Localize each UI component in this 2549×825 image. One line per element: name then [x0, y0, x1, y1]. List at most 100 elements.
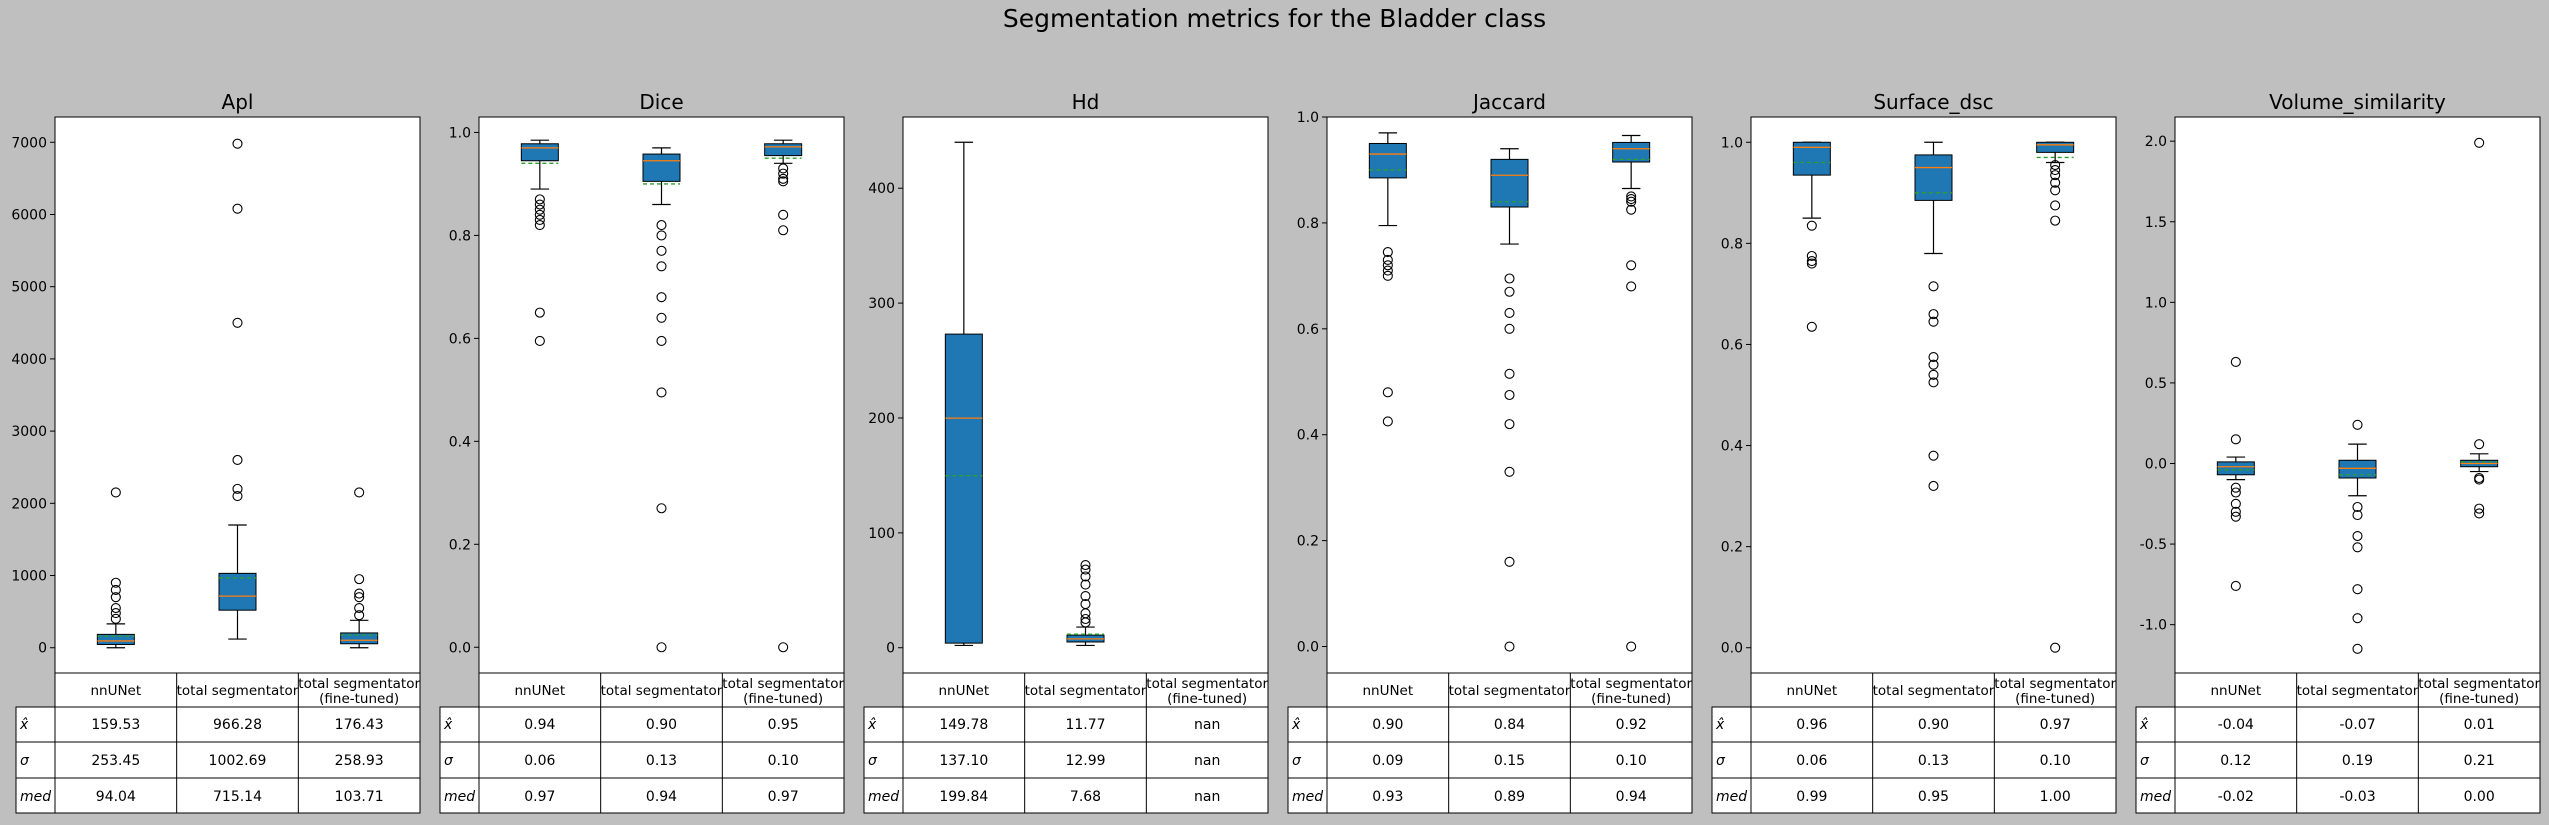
outlier-point: [110, 613, 121, 624]
outlier-point: [1382, 246, 1393, 258]
outlier-point: [1928, 281, 1939, 292]
y-tick-label: 0.2: [449, 537, 471, 553]
box: [1612, 141, 1651, 163]
outlier-point: [534, 194, 545, 205]
outlier-point: [1504, 389, 1515, 401]
outlier-point: [232, 138, 243, 149]
table-body: [1750, 672, 2117, 814]
table-cell: 0.97: [768, 789, 799, 805]
outlier-point: [2474, 503, 2485, 514]
table-cell: 149.78: [939, 717, 988, 733]
outlier-point: [1806, 258, 1817, 269]
table-cell: 12.99: [1065, 753, 1105, 769]
table-cell: 0.00: [2464, 789, 2495, 805]
outlier-point: [1504, 641, 1515, 652]
y-tick-label: 0.0: [1721, 641, 1743, 657]
box-plot-0: [96, 487, 135, 649]
column-header: total segmentator: [177, 683, 299, 699]
outlier-point: [778, 209, 789, 220]
table-cell: 0.90: [1918, 717, 1949, 733]
outlier-point: [2352, 530, 2363, 542]
outlier-point: [1928, 369, 1939, 380]
outlier-point: [656, 220, 667, 231]
outlier-point: [1928, 377, 1939, 388]
outlier-point: [1504, 286, 1515, 297]
outlier-point: [2352, 613, 2363, 624]
column-header-line2: (fine-tuned): [1591, 691, 1671, 707]
y-tick-label: 300: [868, 296, 895, 312]
box-plot-1: [2338, 419, 2377, 654]
y-tick-label: 5000: [11, 280, 47, 296]
panel-title: Surface_dsc: [1873, 90, 1993, 114]
chart-panel-hd: Hd 0 100 200 300 400 nnUNet total segmentator to…: [863, 90, 1269, 814]
outlier-point: [656, 503, 667, 514]
y-tick-label: 0.2: [1297, 534, 1319, 550]
y-tick-label: 6000: [11, 207, 47, 223]
y-tick-label: 2000: [11, 496, 47, 512]
outlier-point: [232, 203, 243, 214]
outlier-point: [110, 608, 121, 619]
y-tick-label: 100: [868, 526, 895, 542]
table-cell: -0.07: [2339, 717, 2375, 733]
outlier-point: [2474, 439, 2485, 450]
y-tick-label: 0: [886, 641, 895, 657]
outlier-point: [2352, 643, 2363, 654]
box: [96, 633, 135, 645]
row-label: x̂: [19, 717, 29, 733]
outlier-point: [2050, 159, 2061, 171]
table-cell: 253.45: [91, 753, 140, 769]
outlier-point: [2474, 474, 2485, 485]
box: [2036, 141, 2075, 153]
outlier-point: [354, 602, 365, 614]
y-tick-label: 0.6: [1297, 322, 1319, 338]
y-tick-label: 0.6: [1721, 337, 1743, 353]
panel-title: Apl: [222, 90, 254, 114]
outlier-point: [2352, 501, 2363, 513]
row-label: σ: [2140, 753, 2150, 769]
outlier-point: [778, 168, 789, 179]
outlier-point: [232, 483, 243, 494]
outlier-point: [2050, 185, 2061, 196]
y-tick-label: 1.0: [1297, 110, 1319, 126]
figure-title: Segmentation metrics for the Bladder cla…: [1002, 4, 1547, 33]
outlier-point: [1382, 260, 1393, 271]
column-header: nnUNet: [1362, 683, 1413, 699]
row-label: x̂: [443, 717, 453, 733]
table-cell: 0.13: [1918, 753, 1949, 769]
outlier-point: [534, 307, 545, 318]
table-cell: 0.84: [1494, 717, 1525, 733]
outlier-point: [2050, 215, 2061, 226]
row-label: x̂: [2139, 717, 2149, 733]
row-label: x̂: [867, 717, 877, 733]
outlier-point: [110, 487, 121, 498]
outlier-point: [2230, 506, 2241, 517]
table-cell: 0.96: [1796, 717, 1827, 733]
box: [1490, 158, 1529, 208]
column-header-line2: (fine-tuned): [743, 691, 823, 707]
y-tick-label: 0.0: [2145, 456, 2167, 472]
y-tick-label: 0.0: [449, 640, 471, 656]
outlier-point: [1504, 556, 1515, 567]
y-tick-label: 1.0: [1721, 135, 1743, 151]
outlier-point: [2230, 580, 2241, 592]
table-cell: 0.21: [2464, 753, 2495, 769]
outlier-point: [354, 588, 365, 599]
box: [340, 632, 379, 645]
table-cell: 0.97: [2040, 717, 2071, 733]
outlier-point: [2050, 165, 2061, 176]
outlier-point: [1626, 204, 1637, 215]
box: [1914, 154, 1953, 201]
outlier-point: [232, 491, 243, 502]
table-cell: 1002.69: [209, 753, 267, 769]
chart-panel-surface_dsc: Surface_dsc 0.0 0.2 0.4 0.6 0.8 1.0 nnUNet total…: [1711, 90, 2117, 814]
outlier-point: [2230, 434, 2241, 445]
row-label: med: [444, 789, 475, 805]
outlier-point: [1806, 220, 1817, 231]
outlier-point: [354, 592, 365, 603]
outlier-point: [1504, 466, 1515, 477]
outlier-point: [1080, 590, 1091, 602]
outlier-point: [2050, 200, 2061, 211]
table-cell: 0.15: [1494, 753, 1525, 769]
outlier-point: [232, 317, 243, 328]
chart-panel-apl: Apl 0 1000 2000 3000 4000 5000 6000 7000 nnUNet to…: [11, 90, 421, 814]
